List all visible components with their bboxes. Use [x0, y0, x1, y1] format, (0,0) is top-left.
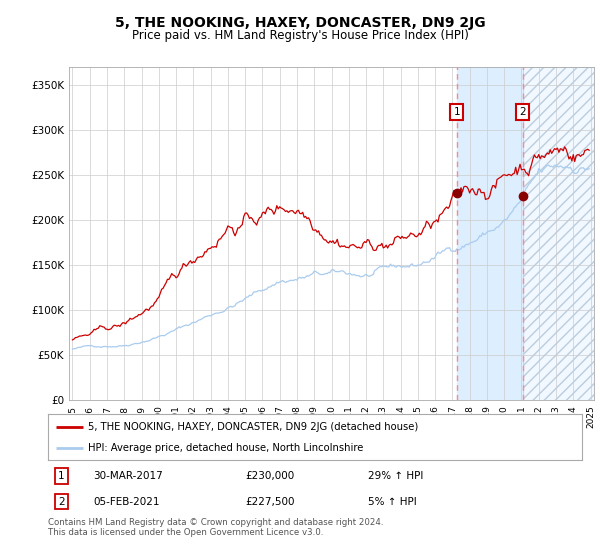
- Text: Contains HM Land Registry data © Crown copyright and database right 2024.
This d: Contains HM Land Registry data © Crown c…: [48, 518, 383, 538]
- Text: 5, THE NOOKING, HAXEY, DONCASTER, DN9 2JG: 5, THE NOOKING, HAXEY, DONCASTER, DN9 2J…: [115, 16, 485, 30]
- Text: Price paid vs. HM Land Registry's House Price Index (HPI): Price paid vs. HM Land Registry's House …: [131, 29, 469, 42]
- Text: 29% ↑ HPI: 29% ↑ HPI: [368, 471, 424, 481]
- Text: 5, THE NOOKING, HAXEY, DONCASTER, DN9 2JG (detached house): 5, THE NOOKING, HAXEY, DONCASTER, DN9 2J…: [88, 422, 418, 432]
- Text: 2: 2: [58, 497, 65, 507]
- Text: 1: 1: [58, 471, 65, 481]
- Text: 1: 1: [454, 107, 460, 117]
- Text: 05-FEB-2021: 05-FEB-2021: [94, 497, 160, 507]
- Text: 2: 2: [520, 107, 526, 117]
- Text: 5% ↑ HPI: 5% ↑ HPI: [368, 497, 417, 507]
- Bar: [457, 67, 523, 400]
- Text: 30-MAR-2017: 30-MAR-2017: [94, 471, 163, 481]
- Text: £230,000: £230,000: [245, 471, 295, 481]
- Bar: [523, 67, 599, 400]
- Bar: [523, 67, 599, 400]
- Text: £227,500: £227,500: [245, 497, 295, 507]
- Text: HPI: Average price, detached house, North Lincolnshire: HPI: Average price, detached house, Nort…: [88, 443, 364, 453]
